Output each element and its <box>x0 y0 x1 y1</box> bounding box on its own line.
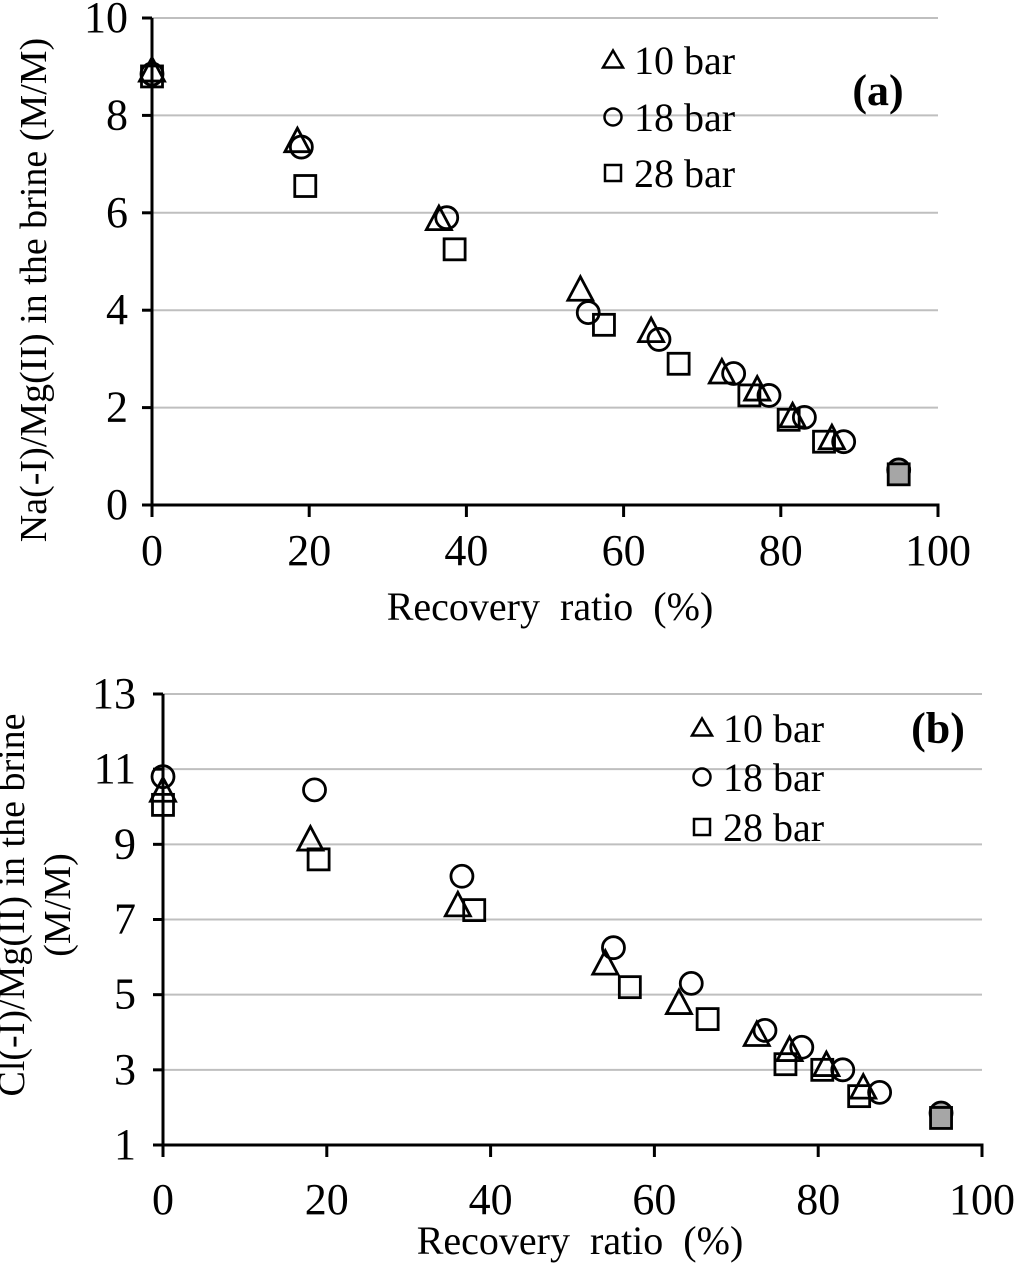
marker-28-bar <box>442 237 467 262</box>
x-tick-label-40: 40 <box>444 526 488 575</box>
x-tick-label-0: 0 <box>152 1175 174 1224</box>
legend-marker-triangle-icon <box>689 716 715 737</box>
marker-28-bar <box>847 1084 872 1109</box>
x-tick-label-80: 80 <box>796 1175 840 1224</box>
marker-18-bar <box>150 764 176 790</box>
marker-10-bar <box>742 373 773 402</box>
legend-label-18-bar: 18 bar <box>723 755 824 800</box>
y-tick-label-5: 5 <box>114 970 136 1019</box>
legend-label-28-bar: 28 bar <box>634 151 735 196</box>
legend-marker-square-icon <box>692 817 712 837</box>
marker-10-bar <box>424 203 454 232</box>
marker-28-bar <box>140 64 164 89</box>
marker-10-bar <box>664 987 694 1015</box>
marker-28-bar <box>810 1057 835 1082</box>
y-tick-label-10: 10 <box>84 0 128 42</box>
y-tick-label-8: 8 <box>106 90 128 139</box>
marker-10-bar <box>295 823 326 852</box>
marker-18-bar <box>601 935 626 961</box>
legend-label-10-bar: 10 bar <box>634 38 735 83</box>
y-tick-label-4: 4 <box>106 285 128 334</box>
marker-28-bar <box>773 1052 798 1077</box>
legend-label-10-bar: 10 bar <box>723 706 824 751</box>
y-tick-label-3: 3 <box>114 1045 136 1094</box>
y-axis-title-b-line2: (M/M) <box>37 853 79 956</box>
y-tick-label-0: 0 <box>106 480 128 529</box>
x-tick-label-60: 60 <box>602 526 646 575</box>
x-axis-title-a: Recovery ratio (%) <box>387 584 714 629</box>
marker-28-bar <box>776 407 801 432</box>
marker-10-bar <box>443 889 473 918</box>
marker-28-bar <box>592 312 616 337</box>
marker-10-bar <box>565 273 596 302</box>
marker-18-bar <box>756 383 782 408</box>
marker-28-bar <box>666 351 691 376</box>
y-tick-label-6: 6 <box>106 188 128 237</box>
marker-final-gray-square <box>886 462 911 487</box>
marker-18-bar <box>288 134 314 160</box>
marker-28-bar <box>293 174 318 198</box>
marker-10-bar <box>590 947 621 976</box>
x-tick-label-20: 20 <box>305 1175 349 1224</box>
marker-10-bar <box>707 356 737 385</box>
marker-final-gray-square <box>929 1106 953 1130</box>
marker-18-bar <box>646 327 672 352</box>
y-tick-label-1: 1 <box>114 1120 136 1169</box>
marker-10-bar <box>282 125 313 154</box>
y-tick-label-7: 7 <box>114 895 136 944</box>
marker-28-bar <box>812 429 836 454</box>
x-tick-label-0: 0 <box>141 526 163 575</box>
panel-label-b: (b) <box>911 704 965 753</box>
x-tick-label-20: 20 <box>287 526 331 575</box>
y-axis-title-b-line1: Cl(-I)/Mg(II) in the brine <box>0 713 33 1096</box>
x-tick-label-100: 100 <box>905 526 971 575</box>
y-tick-label-11: 11 <box>94 744 136 793</box>
marker-28-bar <box>151 792 175 817</box>
marker-18-bar <box>678 970 704 996</box>
marker-28-bar <box>737 383 762 408</box>
x-tick-label-80: 80 <box>759 526 803 575</box>
marker-18-bar <box>789 1034 815 1060</box>
legend-marker-circle-icon <box>603 107 623 127</box>
marker-28-bar <box>617 975 642 1000</box>
marker-10-bar <box>741 1019 772 1047</box>
legend-marker-square-icon <box>603 163 623 183</box>
legend-marker-circle-icon <box>692 767 712 787</box>
marker-18-bar <box>575 300 601 326</box>
marker-10-bar <box>137 54 167 83</box>
marker-28-bar <box>462 898 487 923</box>
marker-18-bar <box>831 429 857 455</box>
marker-18-bar <box>752 1017 778 1043</box>
x-tick-label-60: 60 <box>632 1175 676 1224</box>
y-tick-label-2: 2 <box>106 383 128 432</box>
panel-label-a: (a) <box>852 66 903 115</box>
marker-10-bar <box>774 1034 805 1062</box>
y-axis-title-a-line1: Na(-I)/Mg(II) in the brine (M/M) <box>13 38 55 542</box>
marker-18-bar <box>302 777 327 803</box>
x-axis-title-b: Recovery ratio (%) <box>417 1218 744 1263</box>
marker-28-bar <box>306 847 331 872</box>
x-tick-label-40: 40 <box>469 1175 513 1224</box>
marker-18-bar <box>449 863 475 889</box>
marker-18-bar <box>791 404 817 430</box>
legend-label-28-bar: 28 bar <box>723 805 824 850</box>
marker-18-bar <box>434 205 460 231</box>
marker-18-bar <box>721 361 747 386</box>
marker-10-bar <box>148 774 178 803</box>
y-tick-label-9: 9 <box>114 819 136 868</box>
y-tick-label-13: 13 <box>92 669 136 718</box>
legend-label-18-bar: 18 bar <box>634 95 735 140</box>
x-tick-label-100: 100 <box>949 1175 1015 1224</box>
marker-28-bar <box>695 1007 720 1031</box>
legend-marker-triangle-icon <box>600 48 626 69</box>
marker-10-bar <box>817 422 847 451</box>
